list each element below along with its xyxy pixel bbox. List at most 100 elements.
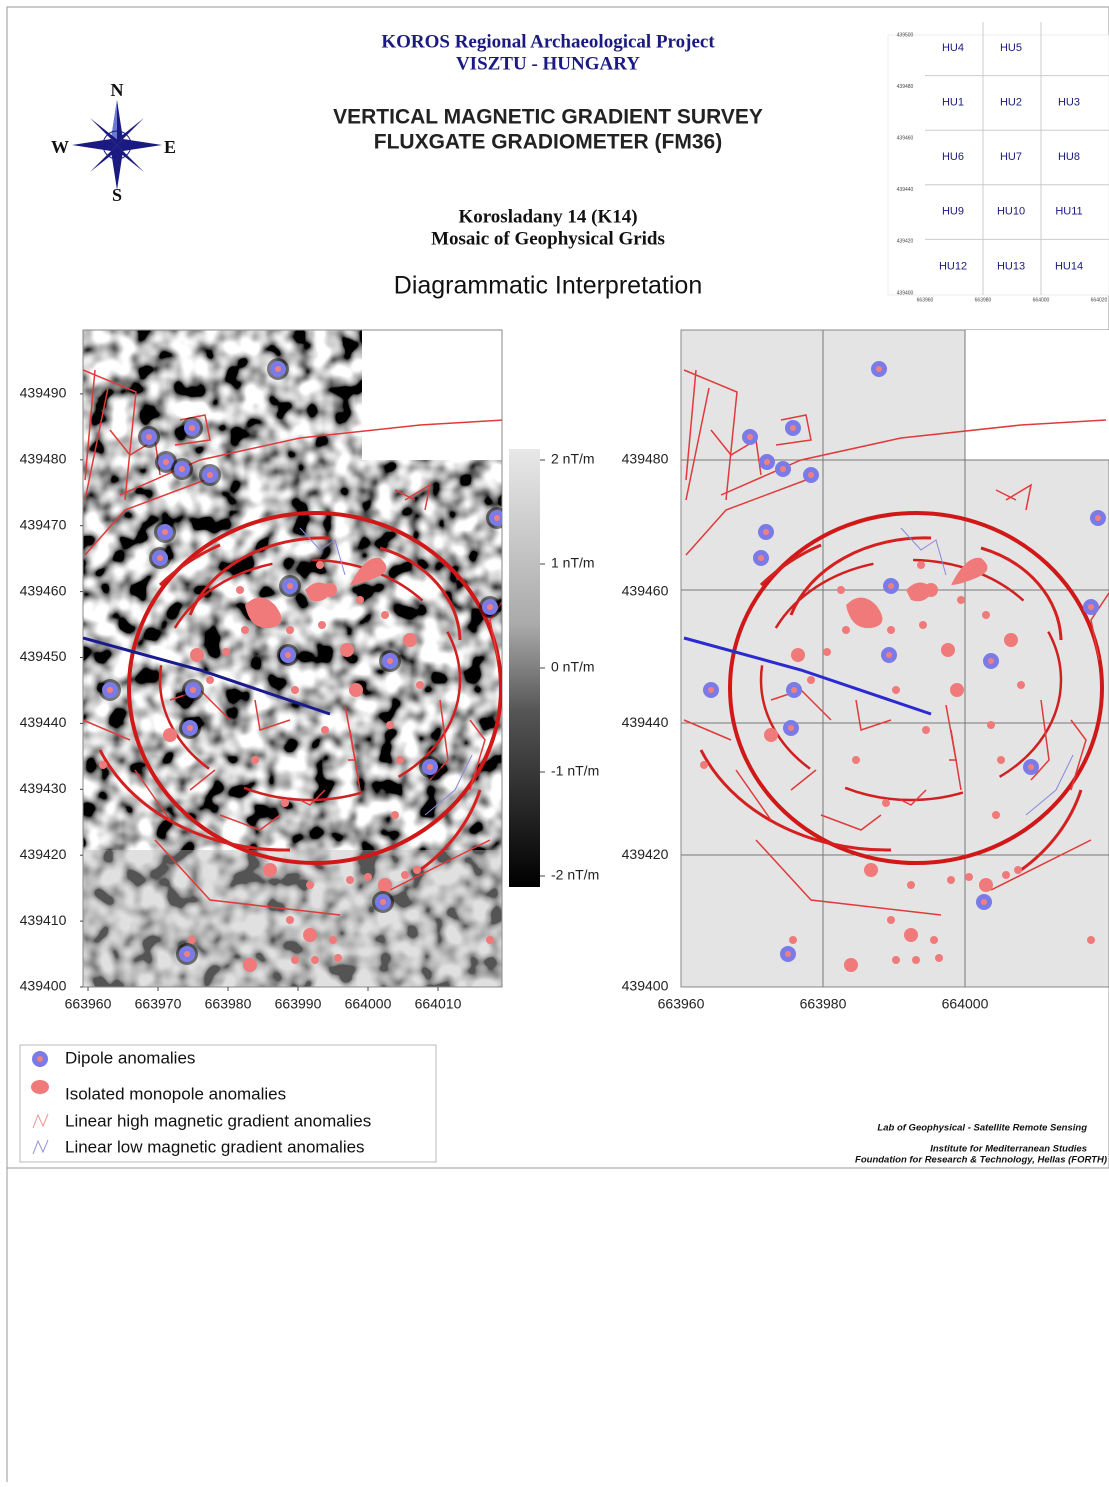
x-tick-label: 663970 [135,996,182,1012]
dipole-anomaly [988,658,994,664]
credit: Lab of Geophysical - Satellite Remote Se… [877,1123,1087,1134]
dipole-anomaly [187,725,193,731]
index-x-label: 664000 [1033,297,1050,303]
monopole-anomaly [413,866,421,874]
monopole-anomaly [941,643,955,657]
dipole-anomaly [275,366,281,372]
dipole-anomaly [1028,764,1034,770]
monopole-anomaly [350,557,387,585]
monopole-anomaly [957,596,965,604]
index-y-label: 439500 [897,32,914,38]
dipole-anomaly [764,459,770,465]
high-gradient-line [1030,699,1050,781]
monopole-anomaly [919,621,927,629]
dipole-anomaly [184,951,190,957]
dipole-anomaly [179,466,185,472]
credit: Foundation for Research & Technology, He… [855,1155,1107,1166]
high-gradient-line [98,749,291,852]
grid-cell-label: HU3 [1058,97,1080,109]
x-tick-label: 664010 [415,996,462,1012]
high-gradient-line [254,699,291,731]
high-gradient-line [980,546,1063,641]
y-tick-label: 439420 [20,846,67,862]
low-gradient-line [424,754,473,816]
legend-symbol [32,1113,49,1129]
grid-cell-label: HU6 [942,151,964,163]
legend-symbol [37,1056,43,1062]
compass-label: S [112,185,122,205]
high-gradient-line [134,769,171,821]
y-tick-label: 439440 [622,714,669,730]
dipole-anomaly [190,687,196,693]
monopole-anomaly [924,583,938,597]
monopole-anomaly [947,876,955,884]
dipole-anomaly [808,472,814,478]
dipole-anomaly [287,583,293,589]
index-y-label: 439460 [897,136,914,142]
high-gradient-line [685,387,710,501]
enclosure-ring [127,511,502,865]
enclosure-ring [728,511,1104,865]
dipole-anomaly [427,764,433,770]
monopole-anomaly [982,611,990,619]
grid-cell-label: HU12 [939,260,967,272]
high-gradient-line [759,543,822,587]
high-gradient-line [1005,483,1033,511]
monopole-anomaly [245,597,282,629]
monopole-anomaly [930,936,938,944]
dipole-anomaly [285,652,291,658]
index-x-label: 663980 [975,297,992,303]
index-y-label: 439420 [897,239,914,245]
subtitle: Korosladany 14 (K14) [458,206,637,227]
compass-label: E [164,137,176,157]
high-gradient-line [789,536,932,616]
monopole-anomaly [1002,871,1010,879]
dipole-anomaly [1095,515,1101,521]
index-x-label: 664020 [1091,297,1108,303]
x-tick-label: 663980 [800,996,847,1012]
dipole-anomaly [146,434,152,440]
monopole-anomaly [791,648,805,662]
monopole-anomaly [334,954,342,962]
grid-cell-label: HU5 [1000,42,1022,54]
high-gradient-line [389,839,491,891]
legend-label: Linear high magnetic gradient anomalies [65,1111,371,1130]
monopole-anomaly [1087,936,1095,944]
high-gradient-line [820,814,882,831]
monopole-anomaly [286,916,294,924]
dipole-anomaly [189,425,195,431]
dipole-anomaly [1088,604,1094,610]
monopole-anomaly [904,928,918,942]
monopole-anomaly [935,954,943,962]
monopole-anomaly [281,799,289,807]
index-x-label: 663960 [917,297,934,303]
high-gradient-line [990,839,1092,891]
monopole-anomaly [844,958,858,972]
high-gradient-line [710,429,762,476]
low-gradient-line [83,636,331,716]
y-tick-label: 439480 [20,451,67,467]
high-gradient-line [299,789,326,806]
empty-grid [362,330,502,460]
high-gradient-line [83,369,137,501]
empty-grid [965,330,1109,460]
y-tick-label: 439440 [20,714,67,730]
dipole-anomaly [157,555,163,561]
legend-symbol [32,1139,49,1155]
high-gradient-line [1070,719,1087,791]
monopole-anomaly [323,583,337,597]
dipole-anomaly [876,366,882,372]
monopole-anomaly [346,876,354,884]
dipole-anomaly [708,687,714,693]
credit: Institute for Mediterranean Studies [930,1144,1087,1155]
legend-symbol [31,1080,49,1094]
legend-label: Dipole anomalies [65,1048,195,1067]
high-gradient-line [699,749,892,852]
monopole-anomaly [378,878,392,892]
monopole-anomaly [318,621,326,629]
monopole-anomaly [852,756,860,764]
y-tick-label: 439420 [622,846,669,862]
high-gradient-line [489,600,502,661]
low-gradient-line [1025,754,1074,816]
monopole-anomaly [403,633,417,647]
